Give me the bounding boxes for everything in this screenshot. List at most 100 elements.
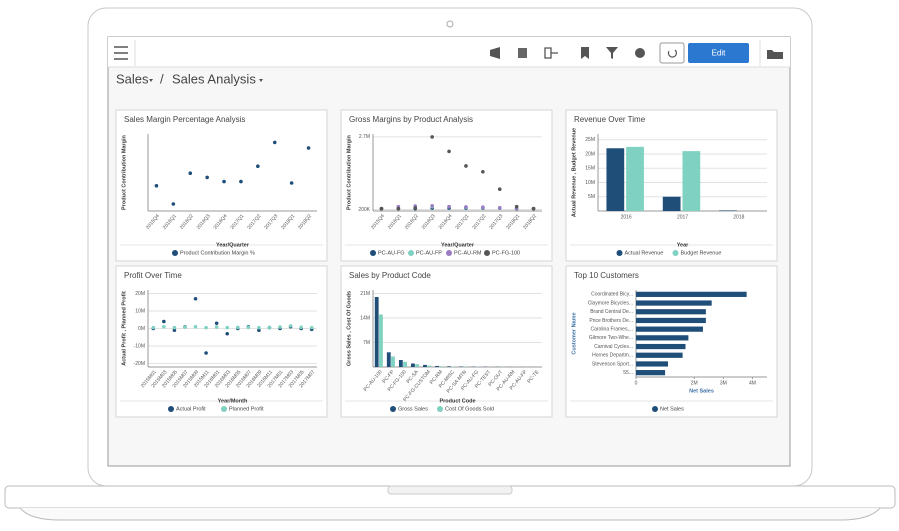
category-label: Gilmore Two-Whe... xyxy=(589,335,633,341)
announce-icon[interactable] xyxy=(490,47,500,59)
bar xyxy=(662,196,681,211)
y-axis-label: Customer Name xyxy=(571,312,577,354)
point xyxy=(257,325,261,330)
panel-title: Sales Margin Percentage Analysis xyxy=(124,115,245,124)
point xyxy=(481,169,485,174)
legend-swatch xyxy=(390,406,396,412)
category-label: Claymore Bicycles... xyxy=(588,300,633,306)
refresh-icon xyxy=(667,49,678,58)
panel xyxy=(340,109,553,262)
filter-icon[interactable] xyxy=(606,47,618,59)
category-label: Carolina Frames,... xyxy=(590,326,633,332)
folder-icon[interactable] xyxy=(767,50,783,59)
bar xyxy=(398,360,403,367)
point xyxy=(256,164,260,168)
category-label: Price Brothers De... xyxy=(589,318,633,324)
bookmark-icon[interactable] xyxy=(581,47,589,59)
y-tick-label: 21M xyxy=(360,291,370,297)
laptop-notch xyxy=(387,485,513,495)
bar xyxy=(427,365,432,367)
panel xyxy=(565,265,778,418)
point xyxy=(306,146,311,150)
point xyxy=(204,351,208,355)
x-axis-label: Year/Quarter xyxy=(216,242,250,248)
export-icon[interactable] xyxy=(544,47,558,59)
bar xyxy=(451,366,456,367)
x-tick-label: 2M xyxy=(691,380,698,386)
legend-label: Planned Profit xyxy=(229,406,264,412)
legend-swatch xyxy=(672,250,679,256)
category-label: 2018 xyxy=(733,214,744,220)
category-label: 55... xyxy=(623,370,633,376)
point xyxy=(214,321,219,326)
edit-button[interactable] xyxy=(688,43,749,63)
toolbar xyxy=(108,37,790,67)
y-tick-label: -10M xyxy=(134,343,145,349)
bar xyxy=(636,291,747,297)
legend-label: Product Contribution Margin % xyxy=(180,250,255,256)
legend-label: Cost Of Goods Sold xyxy=(445,406,494,412)
y-tick-label: 25M xyxy=(585,137,595,143)
point xyxy=(204,325,208,330)
camera xyxy=(446,20,454,28)
point xyxy=(379,206,384,211)
refresh-button[interactable] xyxy=(659,42,685,64)
legend-swatch xyxy=(446,250,452,256)
y-tick-label: 14M xyxy=(360,315,370,321)
legend-label: Actual Revenue xyxy=(625,250,664,256)
copy-icon[interactable] xyxy=(518,48,527,58)
bar xyxy=(636,361,669,367)
breadcrumb-item[interactable]: Sales xyxy=(116,71,149,86)
help-icon[interactable] xyxy=(635,48,645,58)
legend-swatch xyxy=(484,250,490,256)
y-tick-label: 20M xyxy=(135,291,145,297)
bar xyxy=(606,148,625,211)
legend-swatch xyxy=(616,250,623,256)
point xyxy=(309,325,314,330)
point xyxy=(162,319,166,324)
legend-swatch xyxy=(437,406,443,412)
y-tick-label: 10M xyxy=(135,308,145,314)
point xyxy=(222,179,226,184)
breadcrumb-item[interactable]: Sales Analysis xyxy=(172,71,256,86)
bar xyxy=(459,366,464,367)
legend-swatch xyxy=(652,406,658,412)
y-tick-label: 0M xyxy=(138,326,145,332)
x-tick-label: 4M xyxy=(749,380,756,386)
category-label: Brand Central De... xyxy=(590,309,633,315)
category-label: Hornes Departm... xyxy=(592,353,633,359)
legend-label: PC-AU-RM xyxy=(454,250,482,256)
point xyxy=(272,140,277,145)
bar xyxy=(636,352,683,358)
legend-swatch xyxy=(168,406,174,412)
point xyxy=(481,205,485,210)
y-tick-label: 5M xyxy=(588,194,595,200)
bar xyxy=(379,314,383,367)
point xyxy=(396,206,401,211)
point xyxy=(183,325,187,329)
legend-swatch xyxy=(172,250,178,256)
caret xyxy=(149,79,153,82)
point xyxy=(257,328,261,333)
legend-swatch xyxy=(221,406,227,412)
point xyxy=(172,328,177,333)
legend-label: Gross Sales xyxy=(398,406,428,412)
bar xyxy=(439,366,444,367)
y-axis-label: Actual Profit , Planned Profit xyxy=(121,291,127,366)
x-axis-label: Net Sales xyxy=(689,388,714,394)
bar xyxy=(682,151,701,211)
y-axis-label: Product Contribution Margin xyxy=(121,134,127,209)
legend-label: Budget Revenue xyxy=(681,250,722,256)
bar xyxy=(391,356,395,367)
y-tick-label: 10M xyxy=(585,180,595,186)
legend-label: PC-FG-100 xyxy=(492,250,520,256)
point xyxy=(171,202,176,206)
point xyxy=(430,135,434,139)
point xyxy=(214,325,219,329)
point xyxy=(447,149,451,154)
y-axis-label: Product Contribution Margin xyxy=(346,134,352,209)
panel-title: Sales by Product Code xyxy=(349,271,431,280)
menu-button[interactable] xyxy=(114,46,128,60)
panel xyxy=(565,109,778,262)
